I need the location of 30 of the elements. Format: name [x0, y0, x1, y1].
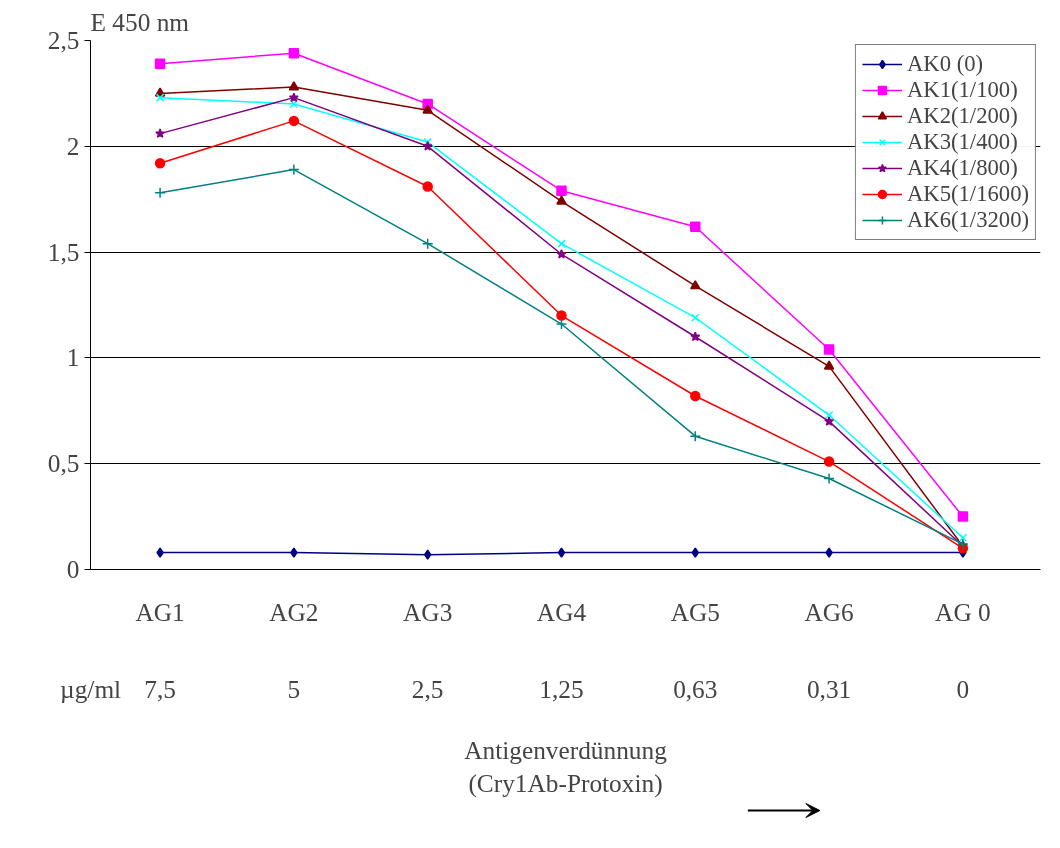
x-tick-label: AG5 — [670, 597, 720, 626]
text: µg/ml — [60, 674, 122, 703]
x-tick-label: AG3 — [403, 597, 453, 626]
text: 5 — [287, 674, 301, 703]
legend-label: AK6(1/3200) — [906, 207, 1029, 233]
x-tick-label: AG4 — [536, 597, 587, 626]
y-tick-label: 2 — [66, 131, 80, 160]
y-tick-label: 2,5 — [47, 26, 80, 54]
x-axis-title: Antigenverdünnung (Cry1Ab-Protoxin) — [464, 735, 668, 799]
legend-label: AK0 (0) — [906, 51, 984, 77]
y-axis-title: E 450 nm — [90, 7, 190, 36]
x-tick-label: AG 0 — [935, 597, 991, 626]
legend-label: AK3(1/400) — [906, 129, 1018, 155]
legend-label: AK5(1/1600) — [906, 181, 1029, 207]
text: 0 — [956, 674, 970, 703]
y-tick-label: 0,5 — [47, 449, 80, 478]
legend-label: AK4(1/800) — [906, 155, 1018, 181]
x-tick-label: AG1 — [135, 597, 185, 626]
x-tick-label: AG2 — [269, 597, 319, 626]
y-tick-label: 0 — [66, 555, 80, 583]
text: 0,63 — [673, 674, 718, 703]
text: 2,5 — [411, 674, 444, 703]
text: 0,31 — [806, 674, 852, 703]
text: 7,5 — [144, 674, 176, 703]
y-tick-label: 1,5 — [47, 237, 80, 266]
text: 1,25 — [539, 674, 584, 703]
legend-label: AK1(1/100) — [906, 77, 1018, 103]
x-tick-label: AG6 — [804, 597, 854, 626]
legend-label: AK2(1/200) — [906, 103, 1018, 129]
y-tick-label: 1 — [66, 343, 80, 372]
